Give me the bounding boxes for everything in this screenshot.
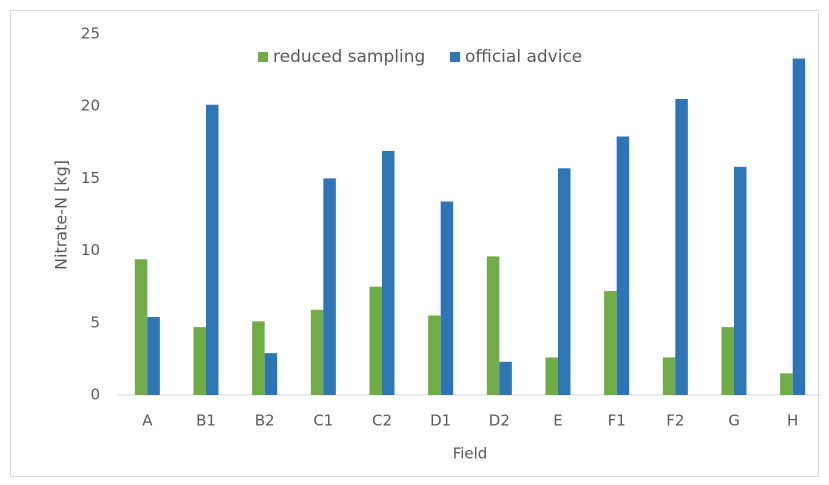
bar <box>545 357 558 395</box>
bar <box>369 286 382 395</box>
bar <box>616 136 630 396</box>
y-tick-label: 25 <box>81 25 100 43</box>
bar <box>499 361 512 395</box>
bar <box>675 98 688 395</box>
legend-swatch <box>258 52 268 62</box>
bar <box>486 256 500 395</box>
y-tick-label: 5 <box>90 313 100 331</box>
chart-frame <box>10 10 819 477</box>
bar <box>780 373 793 395</box>
bar <box>792 58 806 395</box>
x-tick-label: D2 <box>489 412 510 430</box>
x-tick-label: F1 <box>608 412 626 430</box>
bar <box>193 327 206 395</box>
y-tick-label: 10 <box>81 241 100 259</box>
x-tick-label: E <box>553 412 562 430</box>
legend-swatch <box>450 52 460 62</box>
x-tick-label: A <box>142 412 153 430</box>
y-tick-label: 15 <box>81 169 100 187</box>
bar <box>264 353 278 395</box>
bar <box>440 201 454 395</box>
bar <box>604 291 617 395</box>
x-axis-label: Field <box>453 445 488 463</box>
y-axis-label: Nitrate-N [kg] <box>52 160 71 270</box>
bar <box>721 327 734 395</box>
y-tick-label: 0 <box>90 386 100 404</box>
x-tick-label: B1 <box>196 412 216 430</box>
bar <box>252 321 265 395</box>
x-tick-label: H <box>787 412 798 430</box>
bar <box>134 259 148 395</box>
bar <box>558 168 571 395</box>
bar <box>428 315 441 395</box>
x-tick-label: C2 <box>372 412 392 430</box>
legend-label: official advice <box>465 47 582 67</box>
bar <box>310 309 324 395</box>
bar <box>147 317 160 395</box>
x-tick-label: G <box>728 412 740 430</box>
bar <box>323 178 336 395</box>
x-tick-label: F2 <box>666 412 684 430</box>
y-tick-label: 20 <box>81 97 100 115</box>
legend-label: reduced sampling <box>273 47 425 67</box>
bar <box>206 104 219 396</box>
bar <box>734 166 747 395</box>
bar <box>662 357 676 395</box>
x-tick-label: D1 <box>430 412 451 430</box>
x-tick-label: B2 <box>255 412 275 430</box>
x-tick-label: C1 <box>313 412 333 430</box>
bar <box>382 150 395 395</box>
